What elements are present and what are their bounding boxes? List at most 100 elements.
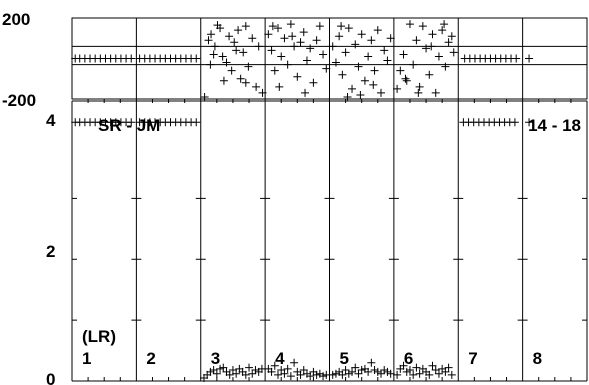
top-point	[399, 50, 408, 59]
top-point	[380, 46, 389, 55]
top-point	[258, 88, 267, 97]
top-point	[441, 62, 450, 71]
top-point	[268, 22, 277, 31]
main-point	[377, 369, 385, 378]
top-point	[383, 56, 392, 65]
top-point	[306, 44, 315, 53]
y-tick-label-0: 0	[46, 370, 55, 385]
top-point	[351, 40, 360, 49]
top-point	[232, 46, 241, 55]
y-tick-label-top-200: 200	[2, 10, 30, 29]
panel-label: 3	[211, 349, 220, 368]
main-point	[209, 366, 218, 375]
top-point	[315, 22, 324, 31]
top-point	[338, 70, 347, 79]
top-point	[396, 66, 405, 75]
top-point	[357, 30, 366, 39]
top-point	[200, 92, 209, 101]
main-point	[441, 367, 450, 376]
main-point	[212, 369, 221, 378]
top-point	[409, 60, 418, 69]
lr-annotation: (LR)	[82, 327, 116, 346]
panel-label: 6	[404, 349, 413, 368]
main-point	[341, 366, 350, 375]
main-point	[216, 364, 225, 373]
main-point	[444, 363, 453, 372]
top-point	[428, 30, 437, 39]
main-point	[383, 367, 392, 376]
axis-ticks	[72, 99, 587, 381]
top-point	[288, 32, 297, 41]
main-point	[344, 369, 353, 378]
main-point	[232, 369, 241, 378]
site-label-right: 14 - 18	[528, 116, 581, 135]
top-point	[425, 70, 434, 79]
top-point	[319, 50, 328, 59]
top-point	[322, 64, 331, 73]
top-point	[402, 76, 411, 85]
main-point	[299, 366, 308, 375]
top-point	[286, 20, 295, 29]
top-point	[373, 26, 382, 35]
main-point	[127, 118, 136, 127]
top-point	[434, 52, 443, 61]
top-point	[252, 82, 261, 91]
top-point	[222, 58, 231, 67]
main-point	[525, 118, 534, 127]
main-point	[425, 370, 434, 379]
top-point	[344, 24, 353, 33]
y-tick-label-top-neg200: -200	[2, 91, 36, 110]
top-point	[283, 60, 292, 69]
panel-label: 5	[340, 349, 349, 368]
top-point	[270, 66, 279, 75]
main-point	[225, 370, 234, 379]
top-point	[331, 58, 340, 67]
main-point	[415, 369, 424, 378]
top-point	[218, 52, 227, 61]
top-point	[449, 48, 458, 57]
top-point	[354, 62, 363, 71]
main-point	[354, 369, 363, 378]
main-point	[280, 369, 289, 378]
top-point	[302, 56, 311, 65]
main-point	[434, 369, 443, 378]
top-point	[440, 20, 449, 29]
main-point	[393, 370, 402, 379]
main-point	[510, 118, 519, 127]
top-point	[230, 38, 239, 47]
top-point	[290, 42, 299, 51]
top-point	[427, 42, 436, 51]
axes-frames	[71, 17, 588, 382]
top-point	[415, 82, 424, 91]
top-point	[227, 66, 236, 75]
top-point	[206, 60, 215, 69]
top-point	[219, 76, 228, 85]
top-point	[386, 34, 395, 43]
top-point	[418, 22, 427, 31]
top-point	[241, 78, 250, 87]
main-point	[245, 363, 254, 372]
main-point	[412, 363, 421, 372]
top-point	[414, 88, 423, 97]
main-point	[367, 358, 376, 367]
top-point	[280, 34, 289, 43]
panel-label: 2	[146, 349, 155, 368]
main-point	[319, 372, 328, 381]
site-label-left: SR - JM	[98, 116, 160, 135]
main-point	[306, 372, 315, 381]
main-point	[206, 367, 215, 376]
main-point	[192, 118, 201, 127]
top-point	[341, 48, 350, 57]
top-point	[244, 62, 253, 71]
top-point	[405, 20, 414, 29]
top-point	[369, 80, 378, 89]
main-point	[402, 367, 411, 376]
main-point	[270, 361, 279, 370]
top-point	[431, 88, 440, 97]
y-tick-label-4: 4	[46, 111, 56, 130]
main-point	[370, 366, 379, 375]
top-point	[254, 42, 263, 51]
top-point	[438, 26, 447, 35]
top-point	[241, 22, 250, 31]
